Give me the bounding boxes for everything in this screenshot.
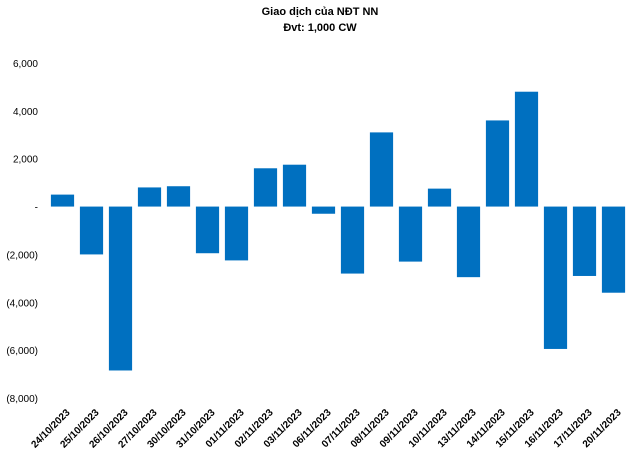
y-tick-label: - xyxy=(35,203,38,214)
bar xyxy=(572,206,597,276)
y-tick-label: (6,000) xyxy=(6,346,38,357)
bar xyxy=(340,206,365,274)
bar xyxy=(224,206,249,261)
bar xyxy=(137,187,162,207)
bar xyxy=(79,206,104,255)
chart-title: Giao dịch của NĐT NN xyxy=(261,6,379,18)
y-tick-label: (8,000) xyxy=(6,394,38,405)
chart-subtitle: Đvt: 1,000 CW xyxy=(283,22,357,34)
y-tick-label: 6,000 xyxy=(13,59,38,70)
bar xyxy=(514,91,539,207)
bar xyxy=(195,206,220,254)
bar xyxy=(166,186,191,207)
bar xyxy=(50,194,75,207)
bar xyxy=(253,168,278,207)
x-axis: 24/10/202325/10/202326/10/202327/10/2023… xyxy=(29,407,623,450)
bar xyxy=(282,164,307,207)
y-tick-label: (4,000) xyxy=(6,298,38,309)
bar xyxy=(398,206,423,262)
y-tick-label: 4,000 xyxy=(13,107,38,118)
bar xyxy=(601,206,626,293)
bar xyxy=(485,120,510,207)
bar xyxy=(543,206,568,349)
bar xyxy=(108,206,133,371)
bar xyxy=(369,132,394,207)
y-tick-label: 2,000 xyxy=(13,155,38,166)
y-tick-label: (2,000) xyxy=(6,250,38,261)
y-axis: 6,000 4,000 2,000 - (2,000) (4,000) (6,000) (8,… xyxy=(6,59,38,405)
bar xyxy=(311,206,336,214)
bar xyxy=(427,188,452,207)
bar xyxy=(456,206,481,278)
bars xyxy=(50,91,626,371)
